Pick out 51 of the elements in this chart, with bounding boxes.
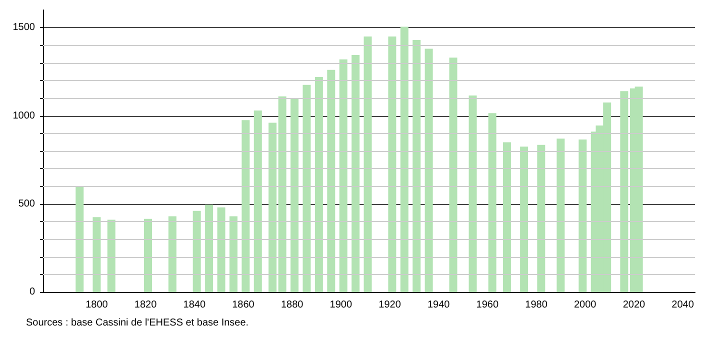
bar [314,76,323,292]
bar [92,217,101,292]
bar [520,146,528,292]
x-tick-label: 1800 [86,300,108,310]
source-note: Sources : base Cassini de l'EHESS et base Insee. [26,318,249,328]
y-tick-label: 500 [18,198,36,210]
bar [302,84,311,292]
bar [268,122,277,292]
x-tick-label: 1840 [183,300,206,310]
x-tick-label: 1980 [525,300,548,310]
y-tick-label: 0 [29,286,36,298]
bar [205,204,214,292]
bar [107,220,116,292]
bar [620,91,628,292]
bar [254,110,262,292]
bar [352,54,360,292]
x-tick-label: 2000 [574,300,597,310]
bar [488,113,496,292]
bar [76,186,84,292]
bar [578,140,587,292]
x-tick-label: 1880 [280,300,304,310]
bar [144,218,152,292]
bar [400,26,408,292]
bar [449,58,458,292]
x-tick-label: 1940 [427,300,450,310]
bar [290,98,299,292]
x-tick-label: 1960 [476,300,499,310]
bar [388,36,396,292]
x-tick-label: 2040 [672,300,694,310]
x-tick-label: 1920 [378,300,402,310]
bar [339,59,348,292]
bar [556,138,565,292]
bar [327,70,336,292]
x-tick-label: 1900 [330,300,352,310]
bar [468,95,477,292]
bar [278,96,286,292]
bar [364,36,372,292]
bar [217,207,226,292]
x-tick-label: 1860 [232,300,255,310]
bar [229,216,238,292]
y-tick-label: 1000 [12,110,36,122]
bar [424,48,433,292]
bar [192,210,201,292]
y-tick-label: 1500 [12,22,36,34]
bar [242,120,250,292]
bar [537,144,546,292]
x-tick-label: 1820 [134,300,158,310]
bar [412,40,421,292]
bar [168,216,176,292]
x-tick-label: 2020 [622,300,646,310]
bar [502,142,511,292]
